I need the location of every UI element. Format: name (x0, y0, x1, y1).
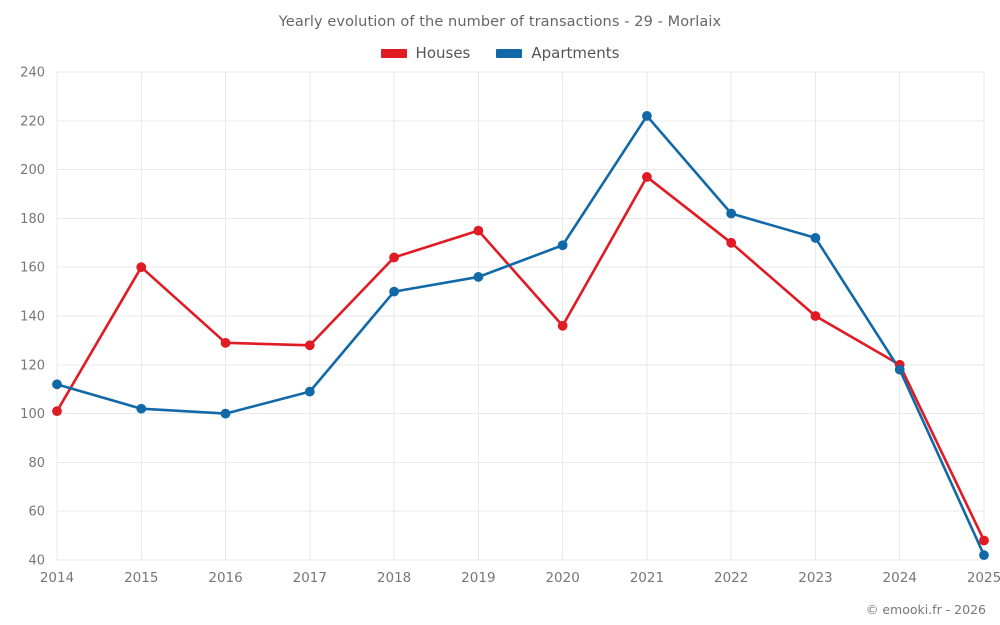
legend-item-apartments[interactable]: Apartments (496, 44, 619, 62)
y-axis-tick-label: 60 (28, 505, 45, 520)
y-axis-tick-label: 160 (20, 261, 45, 276)
data-point-houses[interactable] (473, 225, 484, 236)
x-axis-tick-label: 2018 (377, 570, 411, 586)
x-axis-tick-label: 2016 (208, 570, 242, 586)
y-axis-tick-label: 240 (20, 66, 45, 81)
legend-swatch-houses (380, 48, 407, 58)
y-axis-tick-label: 140 (20, 310, 45, 325)
data-point-houses[interactable] (979, 535, 989, 546)
legend-label-apartments: Apartments (531, 44, 620, 62)
x-axis-tick-label: 2023 (798, 570, 832, 586)
y-axis-tick-label: 80 (28, 456, 45, 471)
data-point-houses[interactable] (642, 172, 652, 182)
y-axis-tick-label: 180 (20, 212, 45, 227)
data-point-apartments[interactable] (642, 111, 652, 121)
data-point-apartments[interactable] (979, 550, 989, 561)
y-axis-tick-label: 40 (28, 554, 45, 569)
data-point-houses[interactable] (389, 252, 399, 263)
data-point-houses[interactable] (726, 237, 737, 248)
data-point-houses[interactable] (304, 340, 315, 351)
y-axis-tick-label: 120 (20, 358, 45, 373)
data-point-apartments[interactable] (557, 240, 568, 251)
y-axis-tick-label: 200 (20, 163, 45, 178)
legend-label-houses: Houses (415, 44, 471, 62)
chart-legend: Houses Apartments (0, 44, 1000, 62)
series-line-houses (55, 175, 986, 542)
x-axis-tick-label: 2017 (293, 570, 327, 586)
x-axis-tick-label: 2025 (967, 570, 1000, 586)
legend-swatch-apartments (496, 48, 523, 58)
x-axis-tick-label: 2024 (883, 570, 917, 586)
x-axis-tick-label: 2021 (630, 570, 664, 586)
data-point-apartments[interactable] (810, 233, 821, 243)
footer-credit: © emooki.fr - 2026 (865, 602, 986, 617)
data-point-apartments[interactable] (894, 364, 905, 375)
x-axis-tick-label: 2014 (40, 570, 74, 586)
data-point-apartments[interactable] (473, 272, 484, 282)
x-axis-tick-label: 2019 (461, 570, 495, 586)
y-axis-tick-label: 220 (20, 114, 45, 129)
data-point-apartments[interactable] (220, 408, 231, 419)
data-point-apartments[interactable] (389, 286, 399, 297)
y-axis-tick-label: 100 (20, 407, 45, 422)
data-point-houses[interactable] (220, 337, 231, 348)
data-point-apartments[interactable] (136, 403, 147, 414)
chart-title: Yearly evolution of the number of transa… (278, 14, 722, 30)
data-point-houses[interactable] (52, 406, 62, 417)
data-point-apartments[interactable] (726, 208, 737, 219)
data-point-houses[interactable] (810, 311, 821, 321)
data-point-apartments[interactable] (304, 386, 315, 397)
series-line-apartments (55, 114, 986, 557)
x-axis-tick-label: 2015 (124, 570, 158, 586)
legend-item-houses[interactable]: Houses (380, 44, 471, 62)
x-axis-tick-label: 2020 (545, 570, 579, 586)
data-point-houses[interactable] (136, 262, 147, 273)
data-point-apartments[interactable] (52, 379, 62, 390)
data-point-houses[interactable] (557, 320, 568, 331)
x-axis-tick-label: 2022 (714, 570, 748, 586)
